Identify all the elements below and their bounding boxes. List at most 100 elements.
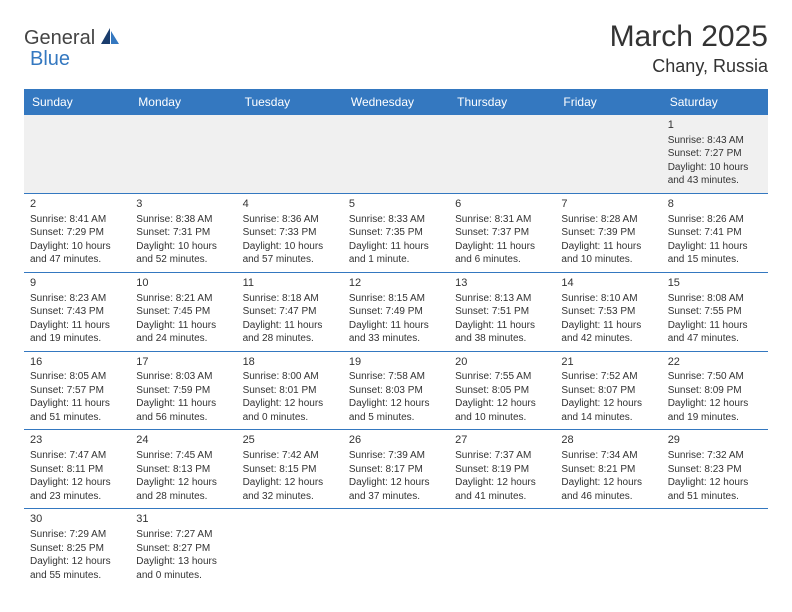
daylight-text: and 43 minutes. <box>668 174 762 188</box>
sunset-text: Sunset: 7:49 PM <box>349 305 443 319</box>
sunset-text: Sunset: 8:15 PM <box>243 463 337 477</box>
sunset-text: Sunset: 8:27 PM <box>136 542 230 556</box>
daylight-text: Daylight: 12 hours <box>455 397 549 411</box>
sunset-text: Sunset: 7:55 PM <box>668 305 762 319</box>
daylight-text: and 24 minutes. <box>136 332 230 346</box>
calendar-day-cell: 3Sunrise: 8:38 AMSunset: 7:31 PMDaylight… <box>130 193 236 272</box>
daylight-text: and 37 minutes. <box>349 490 443 504</box>
daylight-text: and 10 minutes. <box>561 253 655 267</box>
daylight-text: and 1 minute. <box>349 253 443 267</box>
logo-text-blue: Blue <box>30 48 70 70</box>
sunrise-text: Sunrise: 7:45 AM <box>136 449 230 463</box>
day-of-week-header: Thursday <box>449 89 555 115</box>
daylight-text: Daylight: 11 hours <box>561 319 655 333</box>
sunrise-text: Sunrise: 7:37 AM <box>455 449 549 463</box>
daylight-text: and 32 minutes. <box>243 490 337 504</box>
day-number: 26 <box>349 433 443 448</box>
daylight-text: Daylight: 11 hours <box>668 319 762 333</box>
sunrise-text: Sunrise: 7:32 AM <box>668 449 762 463</box>
day-of-week-header: Friday <box>555 89 661 115</box>
daylight-text: and 14 minutes. <box>561 411 655 425</box>
sunset-text: Sunset: 8:21 PM <box>561 463 655 477</box>
sunset-text: Sunset: 8:05 PM <box>455 384 549 398</box>
daylight-text: Daylight: 12 hours <box>561 397 655 411</box>
daylight-text: Daylight: 12 hours <box>30 555 124 569</box>
day-number: 16 <box>30 355 124 370</box>
calendar-day-cell: 5Sunrise: 8:33 AMSunset: 7:35 PMDaylight… <box>343 193 449 272</box>
daylight-text: Daylight: 11 hours <box>136 319 230 333</box>
logo-sail-icon <box>99 26 121 51</box>
sunrise-text: Sunrise: 8:33 AM <box>349 213 443 227</box>
daylight-text: and 5 minutes. <box>349 411 443 425</box>
day-of-week-header: Wednesday <box>343 89 449 115</box>
day-number: 8 <box>668 197 762 212</box>
logo-text-general: General <box>24 27 95 50</box>
daylight-text: Daylight: 10 hours <box>243 240 337 254</box>
day-number: 17 <box>136 355 230 370</box>
daylight-text: Daylight: 12 hours <box>349 476 443 490</box>
daylight-text: Daylight: 13 hours <box>136 555 230 569</box>
sunrise-text: Sunrise: 8:21 AM <box>136 292 230 306</box>
sunset-text: Sunset: 8:13 PM <box>136 463 230 477</box>
calendar-day-cell: 1Sunrise: 8:43 AMSunset: 7:27 PMDaylight… <box>662 115 768 193</box>
daylight-text: Daylight: 11 hours <box>136 397 230 411</box>
day-number: 30 <box>30 512 124 527</box>
calendar-table: SundayMondayTuesdayWednesdayThursdayFrid… <box>24 89 768 587</box>
daylight-text: and 57 minutes. <box>243 253 337 267</box>
sunrise-text: Sunrise: 7:50 AM <box>668 370 762 384</box>
sunset-text: Sunset: 7:57 PM <box>30 384 124 398</box>
daylight-text: Daylight: 11 hours <box>455 240 549 254</box>
sunset-text: Sunset: 8:07 PM <box>561 384 655 398</box>
sunset-text: Sunset: 8:11 PM <box>30 463 124 477</box>
calendar-day-cell: 13Sunrise: 8:13 AMSunset: 7:51 PMDayligh… <box>449 272 555 351</box>
calendar-week-row: 23Sunrise: 7:47 AMSunset: 8:11 PMDayligh… <box>24 430 768 509</box>
sunrise-text: Sunrise: 8:08 AM <box>668 292 762 306</box>
calendar-day-cell: 19Sunrise: 7:58 AMSunset: 8:03 PMDayligh… <box>343 351 449 430</box>
sunrise-text: Sunrise: 8:05 AM <box>30 370 124 384</box>
sunset-text: Sunset: 7:53 PM <box>561 305 655 319</box>
sunset-text: Sunset: 8:01 PM <box>243 384 337 398</box>
daylight-text: Daylight: 12 hours <box>136 476 230 490</box>
sunset-text: Sunset: 7:37 PM <box>455 226 549 240</box>
day-number: 21 <box>561 355 655 370</box>
calendar-body: 1Sunrise: 8:43 AMSunset: 7:27 PMDaylight… <box>24 115 768 587</box>
day-number: 3 <box>136 197 230 212</box>
sunset-text: Sunset: 7:47 PM <box>243 305 337 319</box>
logo: General <box>24 20 123 51</box>
calendar-day-cell: 31Sunrise: 7:27 AMSunset: 8:27 PMDayligh… <box>130 509 236 587</box>
calendar-day-cell: 28Sunrise: 7:34 AMSunset: 8:21 PMDayligh… <box>555 430 661 509</box>
day-of-week-header: Tuesday <box>237 89 343 115</box>
daylight-text: and 47 minutes. <box>30 253 124 267</box>
calendar-empty-cell <box>343 115 449 193</box>
sunrise-text: Sunrise: 8:41 AM <box>30 213 124 227</box>
sunrise-text: Sunrise: 8:03 AM <box>136 370 230 384</box>
calendar-header-row: SundayMondayTuesdayWednesdayThursdayFrid… <box>24 89 768 115</box>
calendar-empty-cell <box>555 509 661 587</box>
calendar-empty-cell <box>662 509 768 587</box>
calendar-day-cell: 9Sunrise: 8:23 AMSunset: 7:43 PMDaylight… <box>24 272 130 351</box>
calendar-day-cell: 17Sunrise: 8:03 AMSunset: 7:59 PMDayligh… <box>130 351 236 430</box>
sunrise-text: Sunrise: 7:34 AM <box>561 449 655 463</box>
daylight-text: Daylight: 11 hours <box>349 319 443 333</box>
daylight-text: Daylight: 11 hours <box>30 397 124 411</box>
sunrise-text: Sunrise: 7:42 AM <box>243 449 337 463</box>
daylight-text: and 19 minutes. <box>668 411 762 425</box>
calendar-empty-cell <box>343 509 449 587</box>
day-number: 25 <box>243 433 337 448</box>
calendar-day-cell: 16Sunrise: 8:05 AMSunset: 7:57 PMDayligh… <box>24 351 130 430</box>
logo-blue-wrap: Blue <box>30 48 70 71</box>
calendar-day-cell: 6Sunrise: 8:31 AMSunset: 7:37 PMDaylight… <box>449 193 555 272</box>
calendar-day-cell: 20Sunrise: 7:55 AMSunset: 8:05 PMDayligh… <box>449 351 555 430</box>
sunset-text: Sunset: 7:27 PM <box>668 147 762 161</box>
daylight-text: and 0 minutes. <box>243 411 337 425</box>
sunset-text: Sunset: 7:35 PM <box>349 226 443 240</box>
title-block: March 2025 Chany, Russia <box>610 20 768 77</box>
daylight-text: and 51 minutes. <box>668 490 762 504</box>
calendar-page: General March 2025 Chany, Russia Blue Su… <box>0 0 792 607</box>
day-number: 29 <box>668 433 762 448</box>
daylight-text: and 28 minutes. <box>136 490 230 504</box>
daylight-text: and 46 minutes. <box>561 490 655 504</box>
day-number: 9 <box>30 276 124 291</box>
sunset-text: Sunset: 7:39 PM <box>561 226 655 240</box>
sunset-text: Sunset: 7:31 PM <box>136 226 230 240</box>
